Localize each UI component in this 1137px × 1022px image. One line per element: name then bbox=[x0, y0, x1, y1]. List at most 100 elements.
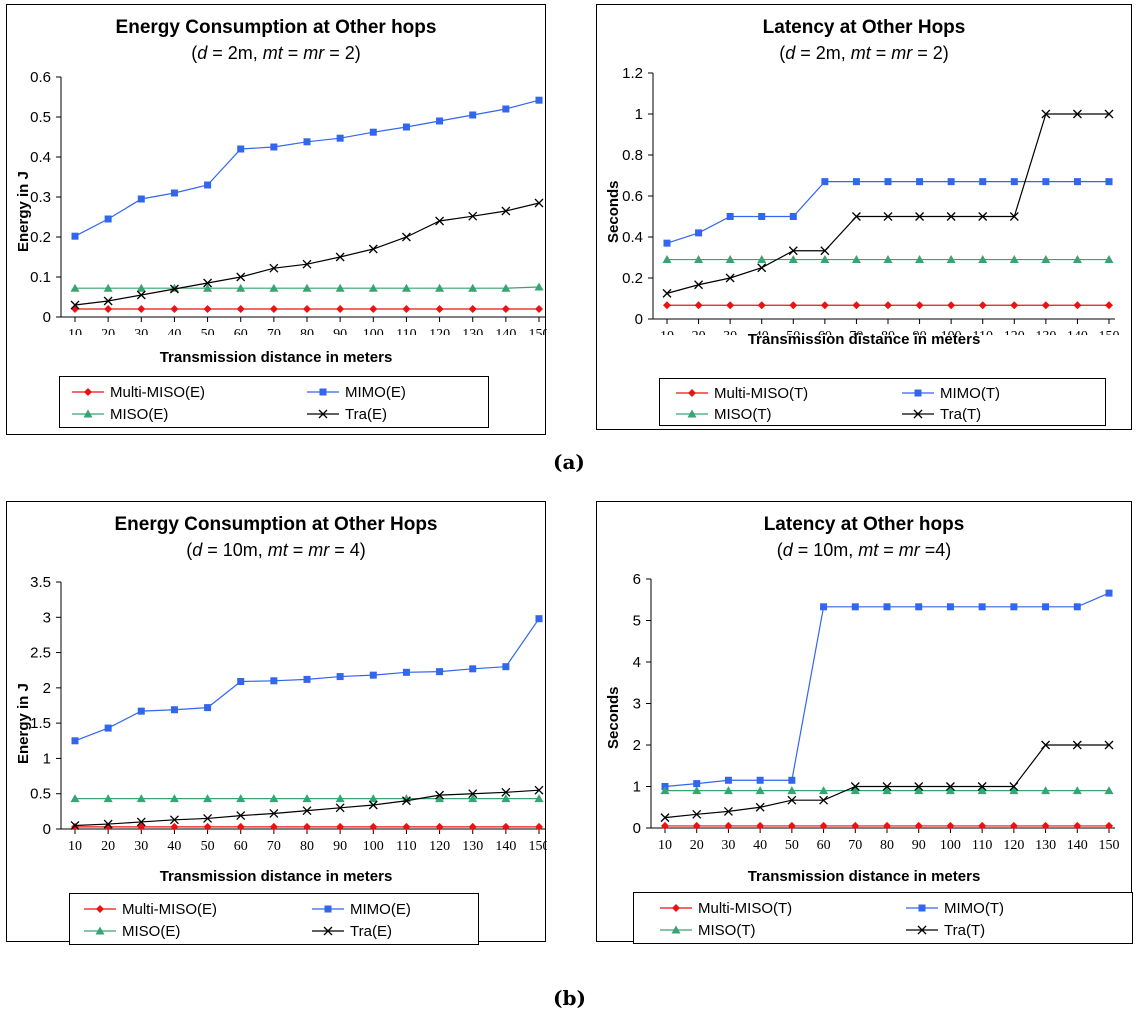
y-tick-label: 4 bbox=[633, 654, 641, 671]
x-tick-label: 100 bbox=[363, 327, 384, 335]
data-point-miso bbox=[236, 794, 246, 803]
x-tick-label: 100 bbox=[940, 838, 961, 852]
data-point-mimo bbox=[978, 603, 986, 611]
data-point-miso bbox=[435, 794, 445, 803]
data-point-tra bbox=[435, 216, 445, 226]
legend-marker-tra bbox=[917, 925, 927, 935]
x-tick-label: 40 bbox=[167, 839, 181, 852]
x-tick-label: 90 bbox=[333, 839, 347, 852]
data-point-tra bbox=[977, 782, 987, 791]
data-point-tra bbox=[70, 300, 80, 310]
data-point-miso bbox=[368, 794, 378, 803]
x-tick-label: 80 bbox=[300, 839, 314, 852]
x-tick-label: 140 bbox=[495, 839, 516, 852]
data-point-mimo bbox=[303, 138, 311, 146]
data-point-miso bbox=[978, 255, 988, 264]
data-point-mimo bbox=[402, 123, 410, 131]
data-point-mimo bbox=[71, 737, 79, 745]
data-point-multi-miso bbox=[269, 305, 278, 313]
x-axis-label: Transmission distance in meters bbox=[747, 331, 981, 348]
x-tick-label: 130 bbox=[1035, 838, 1056, 852]
data-point-tra bbox=[236, 272, 246, 282]
data-point-tra bbox=[302, 259, 312, 269]
legend-marker-tra bbox=[318, 409, 328, 419]
data-point-tra bbox=[236, 811, 246, 821]
x-tick-label: 90 bbox=[912, 838, 926, 852]
data-point-miso bbox=[203, 794, 213, 803]
data-point-mimo bbox=[237, 145, 245, 153]
data-point-miso bbox=[534, 282, 544, 291]
x-tick-label: 30 bbox=[134, 839, 148, 852]
legend-marker-miso bbox=[83, 409, 93, 418]
data-point-mimo bbox=[915, 603, 923, 611]
data-point-mimo bbox=[946, 603, 954, 611]
data-point-miso bbox=[725, 255, 735, 264]
y-tick-label: 0.2 bbox=[622, 270, 643, 287]
data-point-multi-miso bbox=[170, 305, 179, 313]
data-point-tra bbox=[757, 263, 767, 273]
data-point-miso bbox=[723, 786, 733, 795]
x-tick-label: 130 bbox=[462, 839, 483, 852]
data-point-multi-miso bbox=[663, 301, 671, 310]
data-point-multi-miso bbox=[369, 305, 378, 313]
x-tick-label: 110 bbox=[972, 329, 992, 335]
data-point-tra bbox=[882, 782, 892, 791]
y-tick-label: 0 bbox=[633, 820, 641, 837]
data-point-multi-miso bbox=[468, 305, 477, 313]
data-point-multi-miso bbox=[884, 301, 892, 310]
data-point-tra bbox=[694, 280, 704, 290]
x-tick-label: 30 bbox=[721, 838, 735, 852]
data-point-multi-miso bbox=[726, 301, 735, 310]
data-point-multi-miso bbox=[661, 821, 669, 830]
y-tick-label: 0.8 bbox=[622, 147, 643, 164]
legend-marker-multi-miso bbox=[688, 389, 696, 397]
data-point-mimo bbox=[336, 134, 344, 142]
data-point-multi-miso bbox=[303, 822, 311, 831]
data-point-multi-miso bbox=[104, 305, 113, 313]
data-point-multi-miso bbox=[402, 305, 411, 313]
data-point-mimo bbox=[303, 675, 311, 683]
y-tick-label: 1.2 bbox=[622, 65, 643, 82]
data-point-miso bbox=[1041, 786, 1051, 795]
data-point-miso bbox=[694, 255, 704, 264]
data-point-miso bbox=[945, 786, 955, 795]
data-point-miso bbox=[1009, 255, 1019, 264]
legend-marker-tra bbox=[913, 409, 923, 419]
x-tick-label: 60 bbox=[818, 329, 832, 335]
data-point-tra bbox=[851, 212, 861, 221]
x-tick-label: 90 bbox=[913, 329, 927, 335]
data-point-miso bbox=[269, 283, 279, 292]
legend-marker-mimo bbox=[319, 388, 327, 396]
data-point-mimo bbox=[204, 704, 212, 712]
data-point-tra bbox=[660, 813, 670, 823]
data-point-mimo bbox=[204, 181, 212, 189]
data-point-miso bbox=[1009, 786, 1019, 795]
data-point-multi-miso bbox=[303, 305, 311, 313]
legend-marker-tra bbox=[323, 926, 333, 936]
data-point-multi-miso bbox=[1073, 821, 1082, 830]
data-point-miso bbox=[851, 255, 861, 264]
data-point-tra bbox=[1041, 740, 1051, 750]
data-point-miso bbox=[946, 255, 956, 264]
data-point-miso bbox=[883, 255, 893, 264]
data-point-mimo bbox=[884, 178, 892, 186]
legend-item-multi-miso: Multi-MISO(E) bbox=[82, 899, 217, 919]
chart-panel-a-right: Latency at Other Hops (d = 2m, mt = mr =… bbox=[596, 4, 1132, 430]
data-point-tra bbox=[136, 290, 146, 300]
data-point-mimo bbox=[137, 195, 145, 203]
data-point-multi-miso bbox=[501, 822, 510, 831]
x-tick-label: 30 bbox=[723, 329, 737, 335]
data-point-tra bbox=[534, 785, 544, 795]
data-point-multi-miso bbox=[137, 822, 146, 831]
data-point-mimo bbox=[851, 603, 859, 611]
y-tick-label: 0.5 bbox=[30, 109, 51, 126]
data-point-tra bbox=[850, 782, 860, 791]
data-point-tra bbox=[883, 212, 893, 221]
data-point-mimo bbox=[663, 239, 671, 247]
data-point-multi-miso bbox=[819, 821, 828, 830]
data-point-tra bbox=[136, 817, 146, 827]
data-point-tra bbox=[103, 296, 113, 306]
data-point-tra bbox=[203, 813, 213, 823]
legend-item-tra: Tra(T) bbox=[904, 920, 985, 940]
chart-subtitle: (d = 10m, mt = mr =4) bbox=[776, 540, 952, 560]
